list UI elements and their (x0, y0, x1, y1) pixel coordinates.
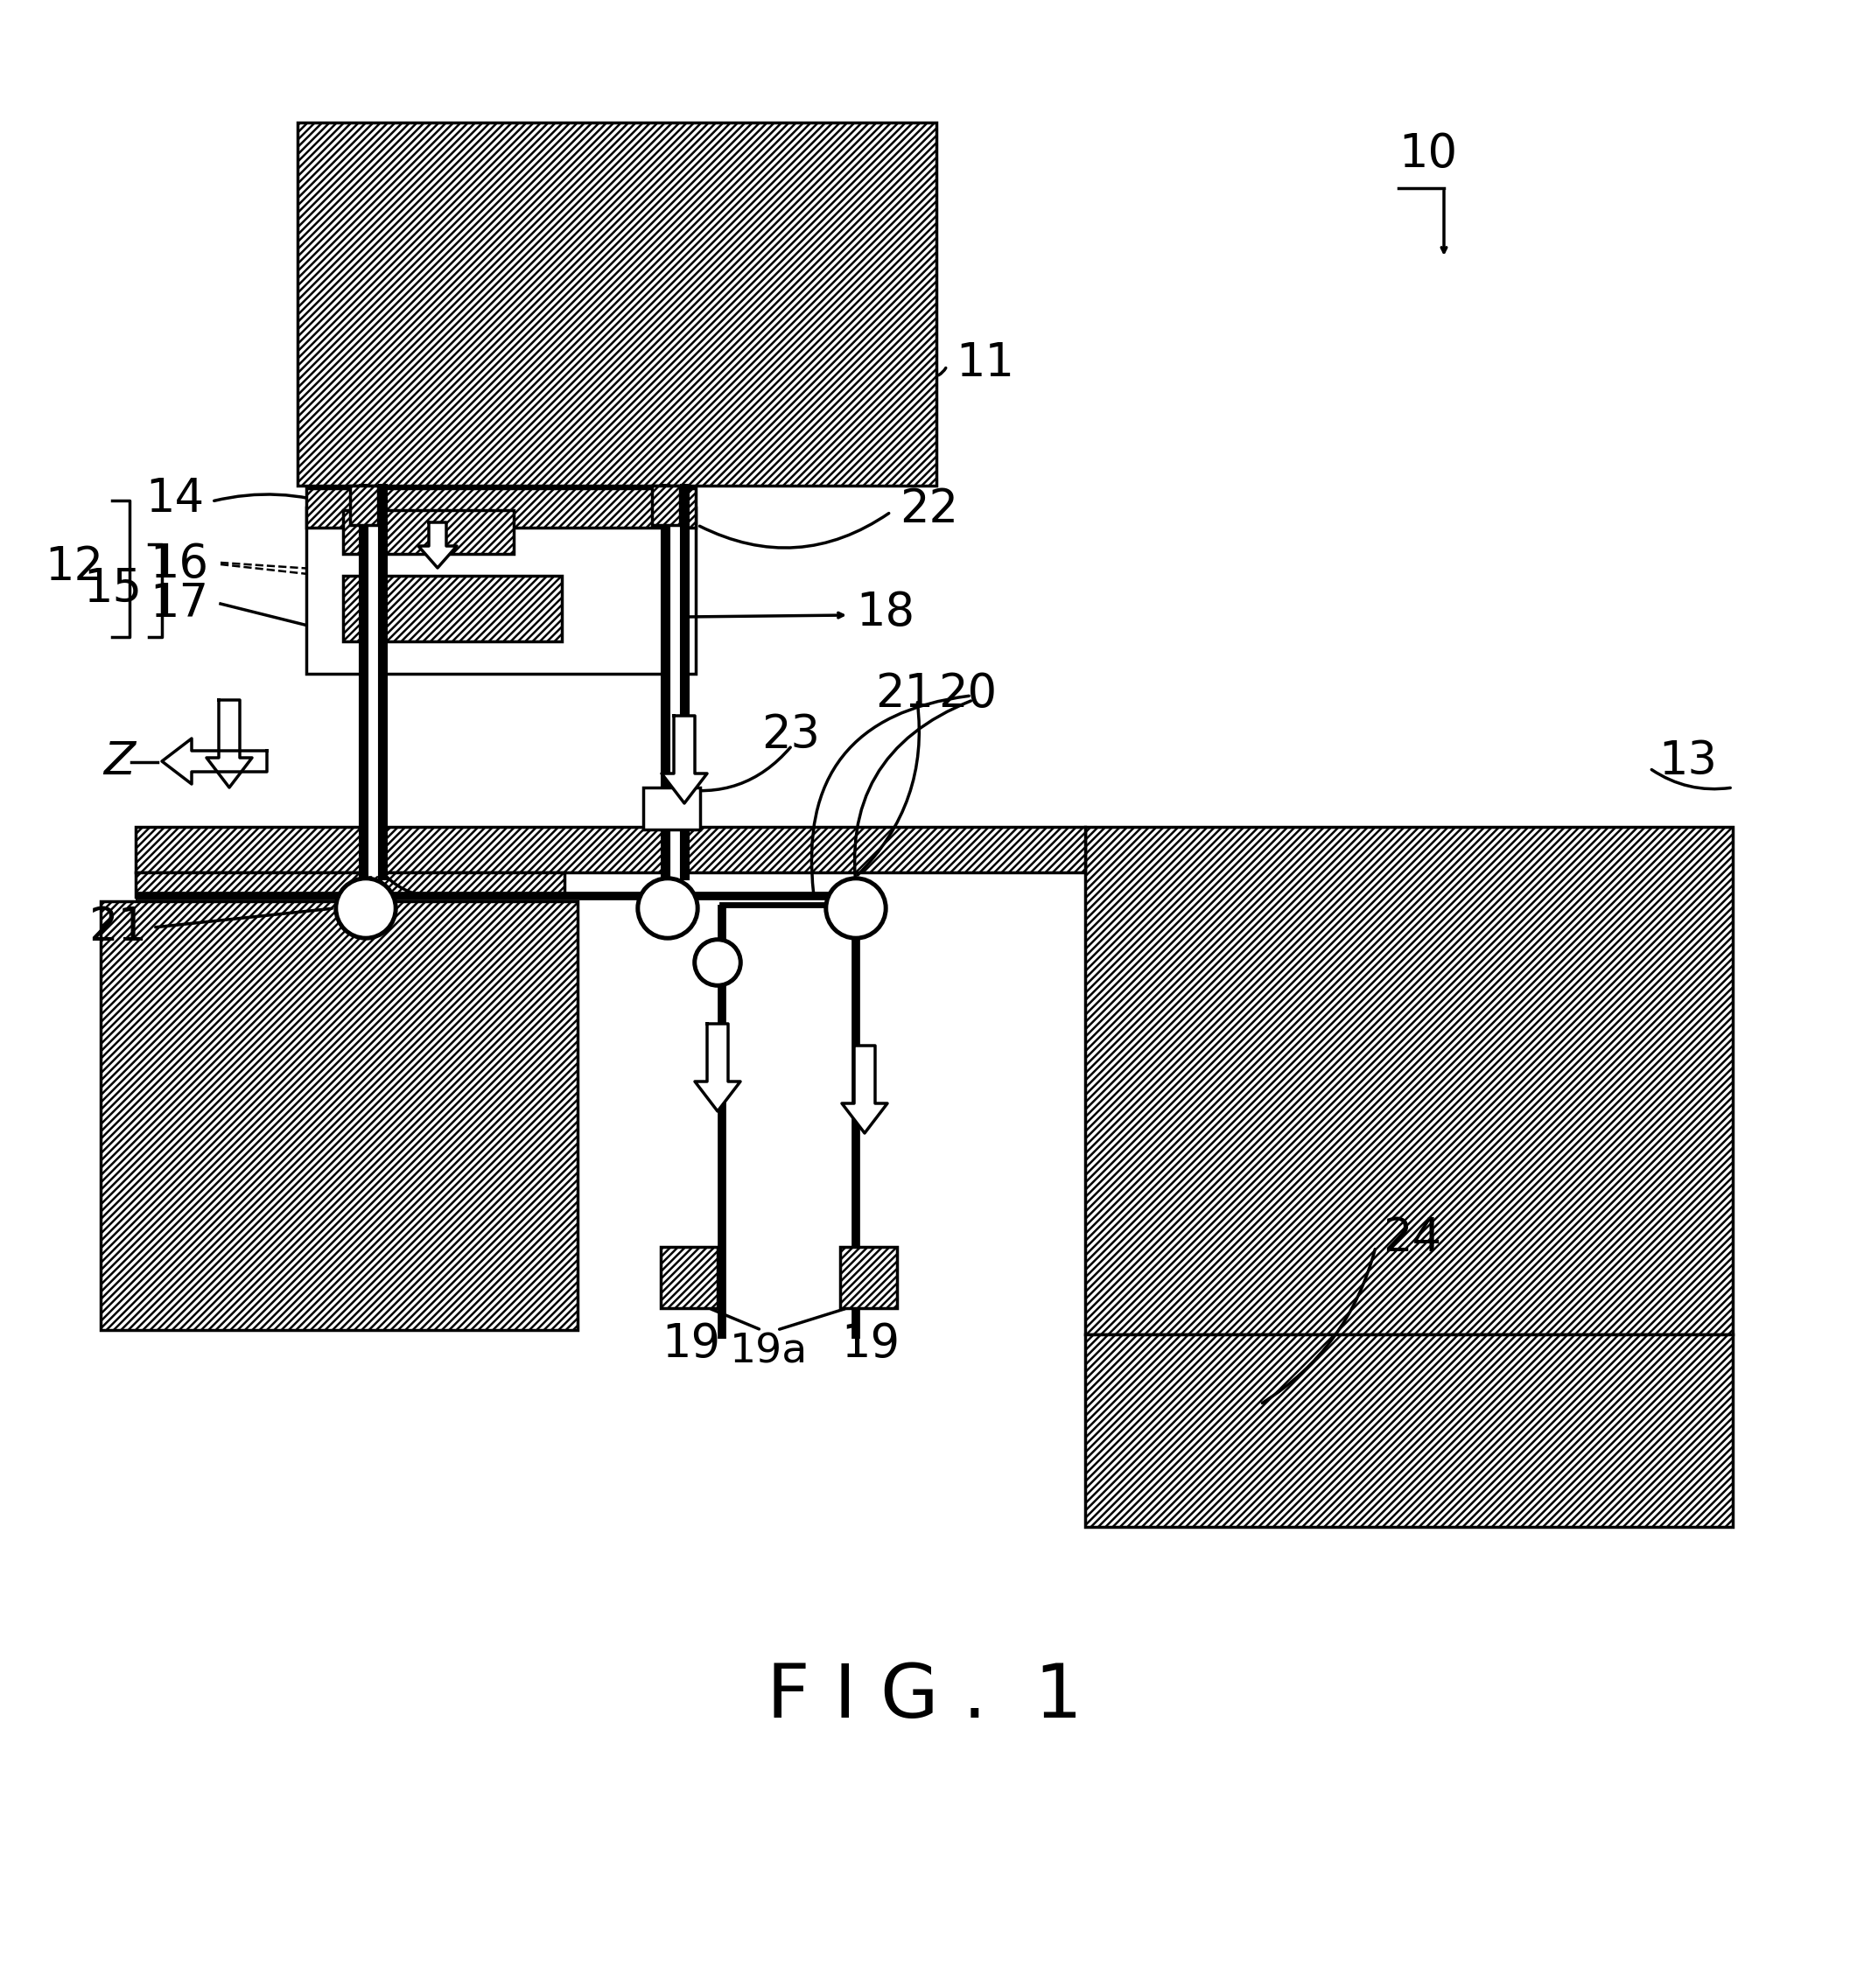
Circle shape (640, 881, 696, 936)
Circle shape (825, 877, 888, 940)
Text: 19a: 19a (729, 1332, 807, 1372)
Bar (135, 827, 1086, 873)
Text: 14: 14 (144, 475, 204, 521)
Text: 19: 19 (842, 1322, 901, 1368)
Text: F I G .  1: F I G . 1 (768, 1662, 1082, 1734)
Text: Z: Z (104, 740, 135, 785)
Text: 18: 18 (857, 590, 914, 636)
Polygon shape (207, 700, 252, 787)
Text: 23: 23 (762, 712, 820, 757)
Polygon shape (666, 489, 684, 875)
Text: 11: 11 (956, 340, 1014, 386)
Bar (298, 123, 936, 485)
Polygon shape (163, 738, 266, 783)
Text: 13: 13 (1658, 738, 1717, 783)
Circle shape (339, 881, 392, 936)
Bar (135, 873, 564, 897)
Text: 20: 20 (938, 672, 997, 716)
Polygon shape (842, 1046, 888, 1133)
Circle shape (694, 938, 742, 988)
Text: 22: 22 (899, 487, 958, 533)
Circle shape (697, 942, 738, 982)
Polygon shape (696, 1024, 740, 1111)
Text: 21: 21 (875, 672, 934, 716)
Text: 10: 10 (1399, 131, 1458, 177)
Bar (307, 489, 696, 527)
Circle shape (335, 877, 398, 940)
Circle shape (829, 881, 882, 936)
Text: 16: 16 (150, 541, 209, 586)
Bar (342, 577, 562, 642)
Text: 21: 21 (89, 905, 146, 950)
Bar (307, 507, 696, 674)
Bar (350, 485, 377, 525)
Text: 24: 24 (1382, 1215, 1441, 1260)
Polygon shape (418, 523, 457, 569)
Polygon shape (662, 716, 707, 803)
Bar (1086, 1334, 1733, 1527)
Text: 19: 19 (662, 1322, 722, 1368)
Circle shape (636, 877, 699, 940)
Text: 15: 15 (83, 567, 142, 612)
Bar (651, 485, 681, 525)
Bar (1086, 827, 1733, 1334)
Text: 17: 17 (150, 580, 209, 626)
Text: 12: 12 (44, 545, 104, 590)
Bar (100, 901, 577, 1330)
Bar (660, 1246, 718, 1308)
Polygon shape (363, 489, 383, 875)
Bar (644, 787, 699, 829)
Bar (342, 511, 514, 555)
Bar (840, 1246, 897, 1308)
